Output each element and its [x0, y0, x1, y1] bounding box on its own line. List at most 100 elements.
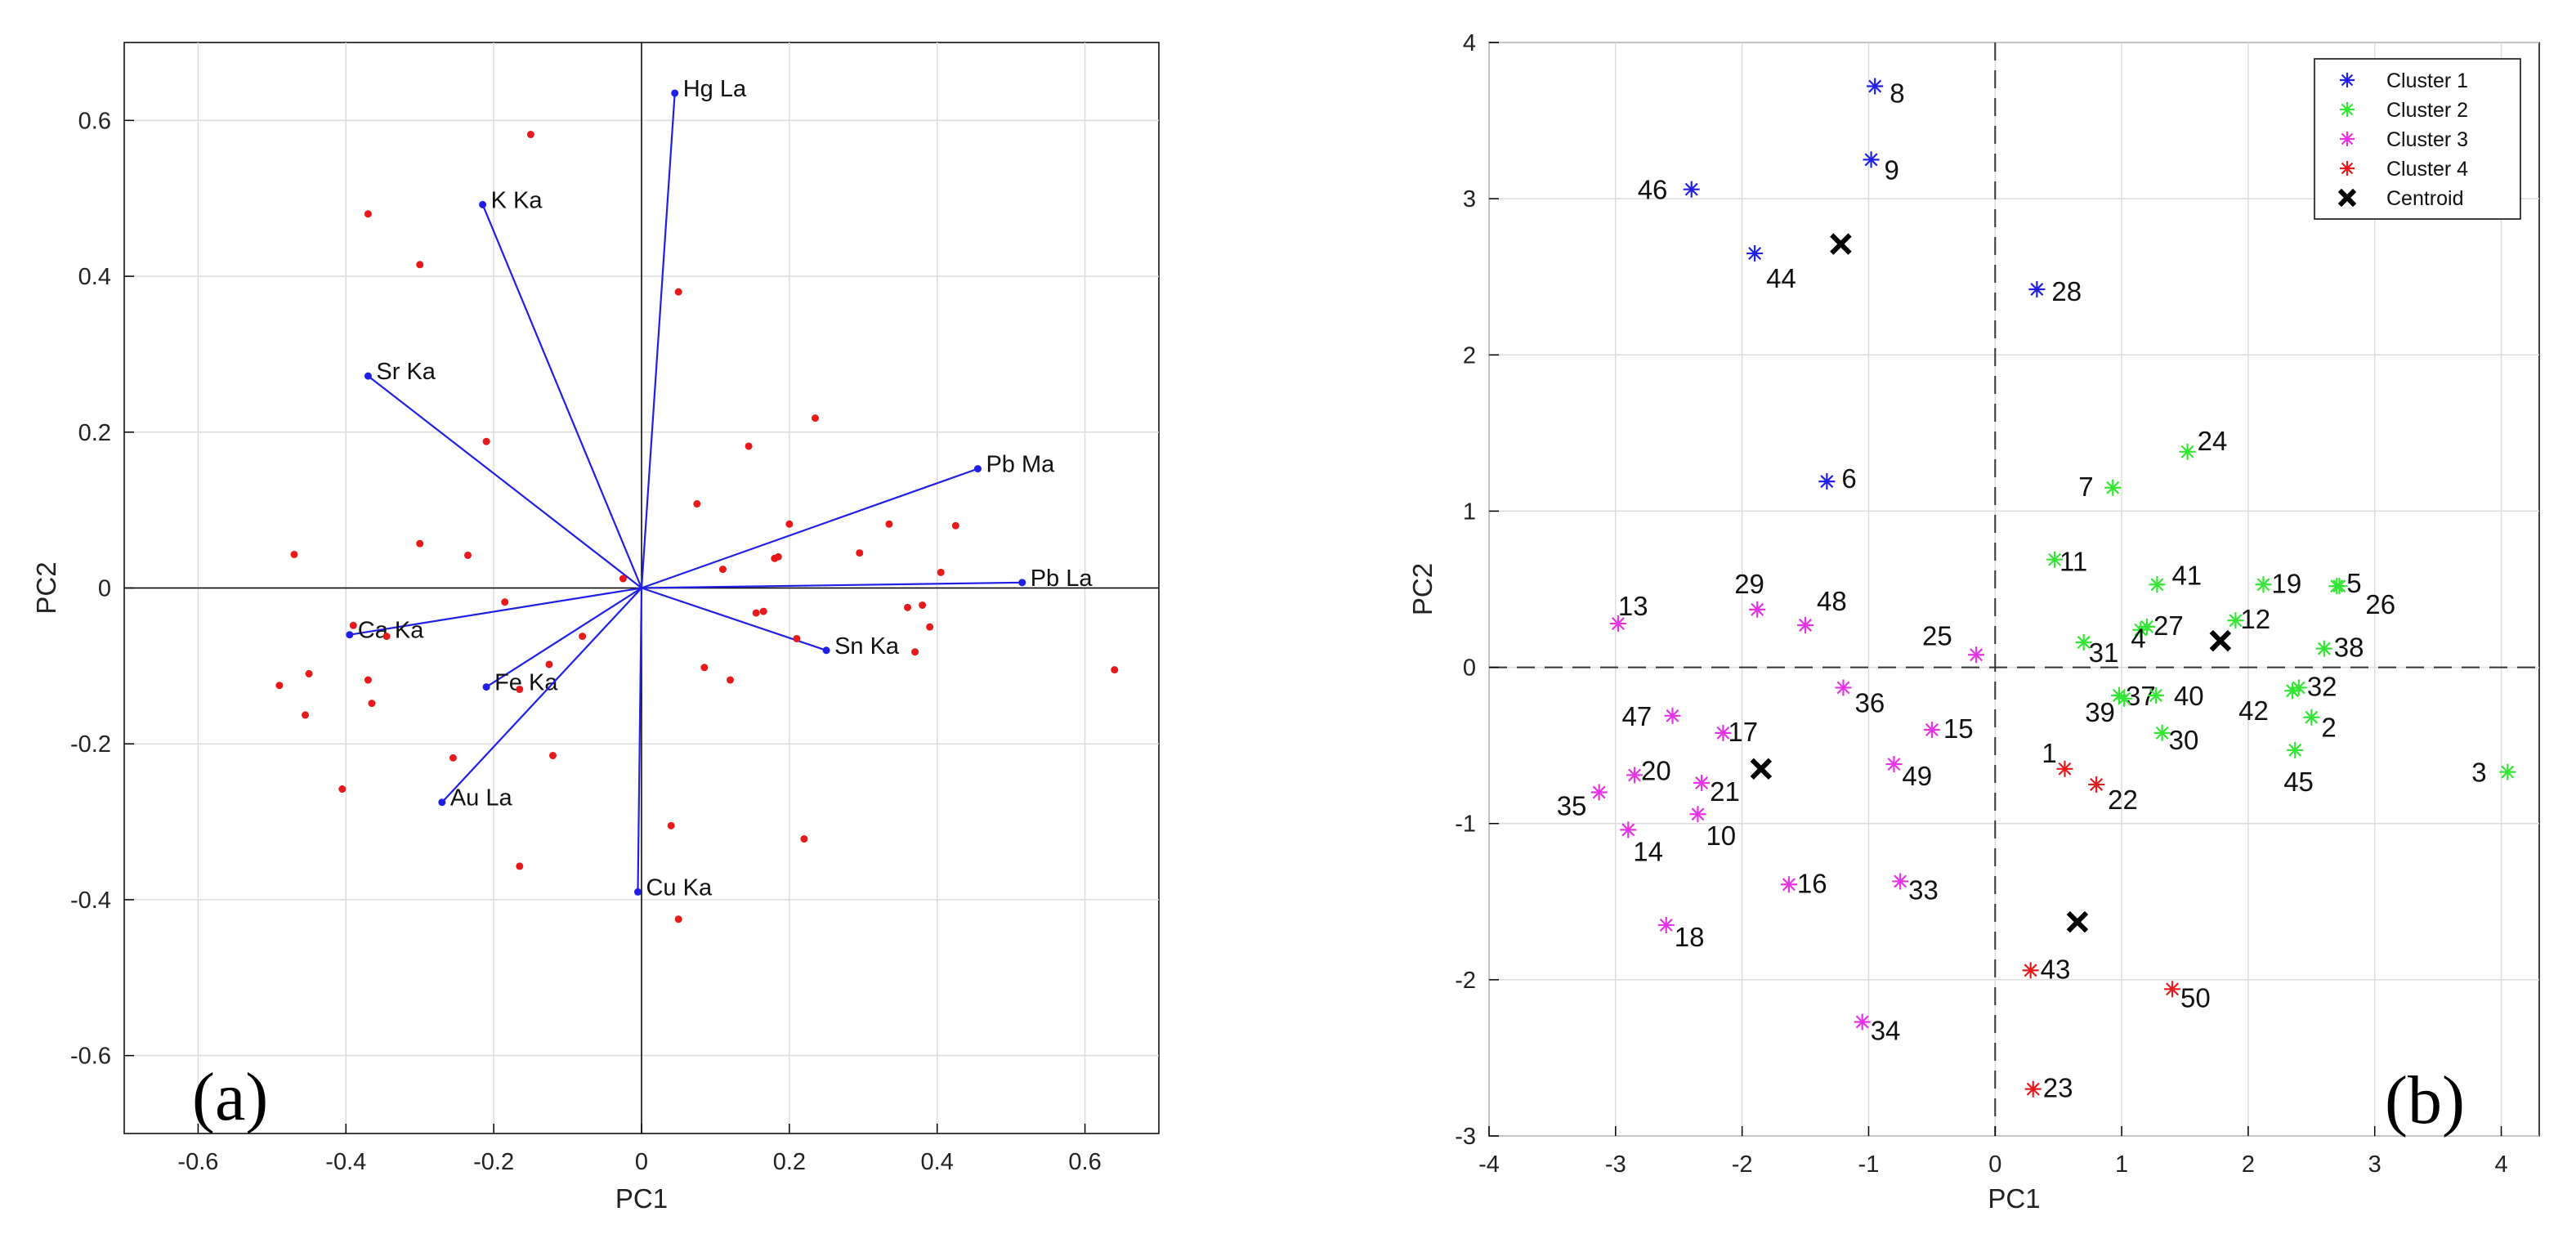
- point-label: 20: [1641, 755, 1671, 785]
- score-point: [545, 660, 553, 668]
- asterisk-marker: [1818, 473, 1836, 490]
- point-label: 44: [1766, 263, 1796, 293]
- asterisk-marker: [2179, 443, 2196, 460]
- point-label: 50: [2180, 982, 2211, 1013]
- score-point: [812, 414, 820, 423]
- point-label: 31: [2089, 637, 2119, 668]
- point-label: 45: [2283, 767, 2314, 797]
- x-tick-label: 0: [635, 1149, 648, 1175]
- loading-label: Cu Ka: [646, 874, 712, 901]
- score-point: [579, 633, 587, 641]
- score-point: [759, 607, 767, 615]
- asterisk-marker: [2287, 741, 2304, 758]
- loading-vector: [637, 588, 643, 892]
- legend-entry: Centroid: [2386, 187, 2464, 210]
- asterisk-marker: [2340, 132, 2355, 146]
- asterisk-marker: [2147, 686, 2164, 704]
- y-tick-label: -0.6: [70, 1044, 111, 1070]
- point-label: 23: [2043, 1073, 2073, 1103]
- score-point: [885, 520, 893, 528]
- y-tick-label: 0.4: [78, 264, 111, 290]
- point-label: 30: [2169, 725, 2199, 755]
- loading-vector-tip: [822, 646, 830, 655]
- score-point: [548, 752, 557, 760]
- loading-label: Pb Ma: [986, 452, 1055, 478]
- point-label: 36: [1854, 687, 1885, 718]
- loading-vector-tip: [346, 631, 354, 639]
- point-label: 10: [1706, 821, 1736, 851]
- asterisk-marker: [2022, 962, 2039, 979]
- panel-b-y-axis-label: PC2: [1407, 563, 1438, 615]
- score-point: [674, 288, 682, 296]
- asterisk-marker: [1683, 181, 1700, 198]
- loading-label: Fe Ka: [494, 670, 558, 696]
- panel-a-biplot: -0.6 -0.4 -0.2 0 0.2 0.4 0.6 -0.6 -0.4 -0.2 0 0.2 0.…: [31, 42, 1160, 1214]
- centroid-marker: [2337, 188, 2357, 208]
- loading-vector: [441, 587, 642, 803]
- legend-entry: Cluster 2: [2386, 99, 2468, 122]
- point-label: 19: [2271, 568, 2301, 598]
- y-tick-label: -2: [1455, 968, 1476, 994]
- asterisk-marker: [2255, 576, 2272, 593]
- score-point: [911, 648, 919, 656]
- centroid-marker: [2209, 629, 2232, 652]
- point-label: 17: [1728, 717, 1758, 747]
- score-point: [338, 785, 347, 794]
- point-label: 46: [1638, 175, 1668, 205]
- asterisk-marker: [2164, 981, 2181, 998]
- asterisk-marker: [1664, 707, 1681, 724]
- panel-b-label: (b): [2385, 1062, 2465, 1138]
- loading-vector-tip: [1018, 579, 1026, 587]
- x-tick-label: 1: [2115, 1151, 2128, 1178]
- point-label: 26: [2365, 589, 2395, 619]
- asterisk-marker: [1892, 873, 1909, 890]
- asterisk-marker: [2056, 760, 2073, 777]
- score-point: [745, 442, 753, 450]
- loading-vector: [481, 203, 643, 588]
- asterisk-marker: [1693, 775, 1711, 792]
- asterisk-marker: [1746, 245, 1764, 262]
- asterisk-marker: [1749, 601, 1766, 618]
- legend-entry: Cluster 4: [2386, 158, 2468, 181]
- x-tick-label: 0.4: [921, 1149, 954, 1175]
- asterisk-marker: [1620, 821, 1637, 838]
- score-point: [619, 575, 627, 583]
- asterisk-marker: [2028, 281, 2046, 298]
- panel-a-loading-vectors: Hg La K Ka Sr Ka Pb Ma Pb La Ca Ka Sn Ka Fe Ka A…: [346, 76, 1093, 901]
- score-point: [416, 539, 424, 548]
- loading-vector: [485, 587, 642, 688]
- score-point: [700, 664, 709, 672]
- asterisk-marker: [2088, 776, 2105, 793]
- asterisk-marker: [1590, 784, 1608, 801]
- x-tick-label: 3: [2368, 1151, 2381, 1178]
- y-tick-label: 4: [1463, 30, 1476, 56]
- score-point: [951, 521, 959, 530]
- panel-a-score-points: [275, 131, 1119, 923]
- legend-entry: Cluster 3: [2386, 128, 2468, 151]
- score-point: [674, 915, 682, 923]
- y-tick-label: 2: [1463, 342, 1476, 369]
- score-point: [364, 210, 372, 218]
- panel-b-legend: Cluster 1 Cluster 2 Cluster 3 Cluster 4 Cent…: [2314, 58, 2521, 220]
- panel-b-plot-area: [1488, 42, 2540, 1137]
- score-point: [785, 520, 794, 528]
- asterisk-marker: [2075, 633, 2092, 651]
- loading-vector-tip: [633, 888, 642, 896]
- asterisk-marker: [2153, 724, 2171, 741]
- point-label: 48: [1817, 586, 1847, 616]
- asterisk-marker: [2227, 612, 2244, 629]
- asterisk-marker: [1854, 1013, 1871, 1031]
- score-point: [290, 550, 298, 558]
- point-label: 1: [2042, 738, 2056, 768]
- legend-entry: Cluster 1: [2386, 69, 2468, 92]
- score-point: [368, 700, 376, 708]
- score-point: [919, 601, 927, 609]
- point-label: 29: [1734, 569, 1764, 599]
- score-point: [516, 685, 524, 693]
- point-label: 18: [1675, 922, 1705, 952]
- asterisk-marker: [1609, 615, 1626, 633]
- x-tick-label: 2: [2242, 1151, 2255, 1178]
- loading-label: Ca Ka: [358, 618, 424, 644]
